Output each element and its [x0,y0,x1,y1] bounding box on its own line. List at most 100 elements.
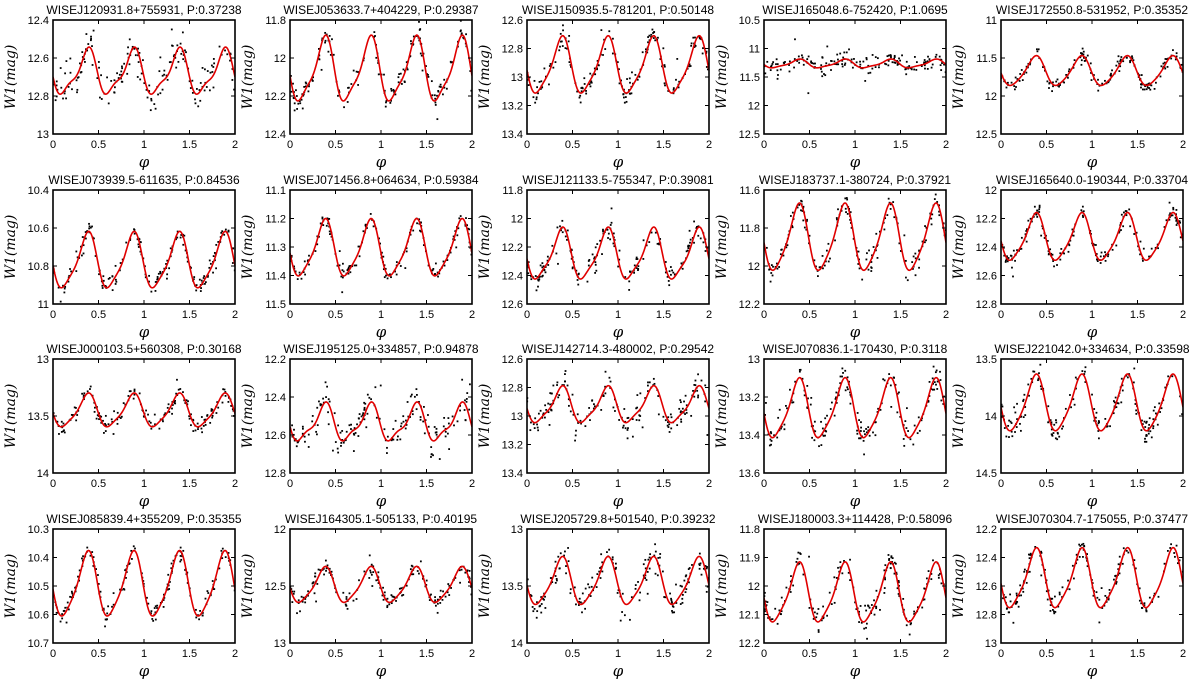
data-point [116,418,119,421]
data-point [1003,254,1006,257]
data-point [1080,52,1083,55]
data-point [386,446,388,449]
data-point [1023,393,1026,396]
data-point [932,382,935,385]
data-point [1107,255,1109,258]
data-point [1096,258,1099,261]
data-point [1033,205,1036,208]
data-point [544,404,547,407]
data-point [65,60,68,62]
data-point [341,430,344,432]
x-tick-label: 2 [706,139,712,151]
data-point [624,96,627,98]
data-point [1052,432,1055,434]
data-point [549,63,552,65]
data-point [369,571,372,574]
data-point [100,421,103,424]
data-point [527,261,530,264]
data-point [199,610,201,612]
data-point [599,567,601,569]
x-tick-label: 1 [141,139,147,151]
data-point [177,60,180,63]
data-point [789,580,792,583]
x-tick-label: 2 [469,309,475,321]
data-point [434,599,437,602]
data-point [1056,431,1059,434]
y-tick-label: 12.6 [976,271,997,283]
y-axis-label: W1(mag) [240,215,256,280]
data-point [293,102,296,105]
data-point [893,54,896,57]
data-point [1012,275,1014,278]
data-point [1095,591,1098,594]
data-point [345,430,348,433]
data-point [366,393,369,396]
data-points [527,543,709,622]
data-point [1134,567,1137,570]
data-point [675,583,677,586]
data-point [888,373,891,375]
data-point [104,414,107,417]
data-point [628,280,631,283]
data-point [1171,214,1174,217]
data-point [102,419,104,422]
data-point [112,603,115,606]
data-point [161,74,164,77]
data-point [1120,229,1122,231]
data-point [61,613,64,615]
data-point [890,56,892,59]
data-point [158,70,161,73]
data-point [931,213,934,216]
y-tick-label: 14 [985,411,997,423]
data-point [307,446,310,448]
data-point [1009,593,1012,596]
data-point [137,54,139,57]
data-point [425,65,427,67]
data-point [1074,376,1077,379]
y-tick-label: 12.6 [502,299,523,311]
data-point [775,58,778,61]
data-point [328,230,331,233]
data-point [203,275,206,278]
data-point [612,406,615,409]
data-point [1140,602,1143,605]
data-point [1032,370,1035,373]
y-tick-label: 12.2 [739,638,760,650]
data-point [320,68,323,71]
data-point [1039,363,1042,366]
data-point [1046,239,1049,242]
data-point [1098,421,1100,424]
data-point [176,230,179,233]
data-point [842,372,844,374]
data-point [164,412,167,415]
data-point [1040,388,1043,390]
data-point [1025,240,1028,243]
data-point [637,268,640,270]
data-point [301,107,304,110]
data-point [450,587,452,589]
x-tick-label: 0.5 [802,309,817,321]
data-point [835,63,838,66]
data-point [602,395,605,397]
data-point [419,416,422,418]
data-point [76,91,78,94]
y-tick-label: 13.6 [739,468,760,480]
data-point [1145,609,1148,611]
data-point [1145,421,1148,424]
data-point [358,579,360,582]
data-point [316,243,319,246]
data-point [201,431,203,434]
data-point [856,432,859,435]
data-point [791,225,794,227]
data-point [1051,597,1054,600]
data-point [171,412,173,415]
data-point [446,432,449,435]
data-point [916,606,919,609]
data-point [229,53,232,56]
data-point [1027,383,1030,386]
data-point [179,555,182,557]
data-point [585,92,588,95]
data-point [327,411,329,414]
data-point [423,432,426,435]
